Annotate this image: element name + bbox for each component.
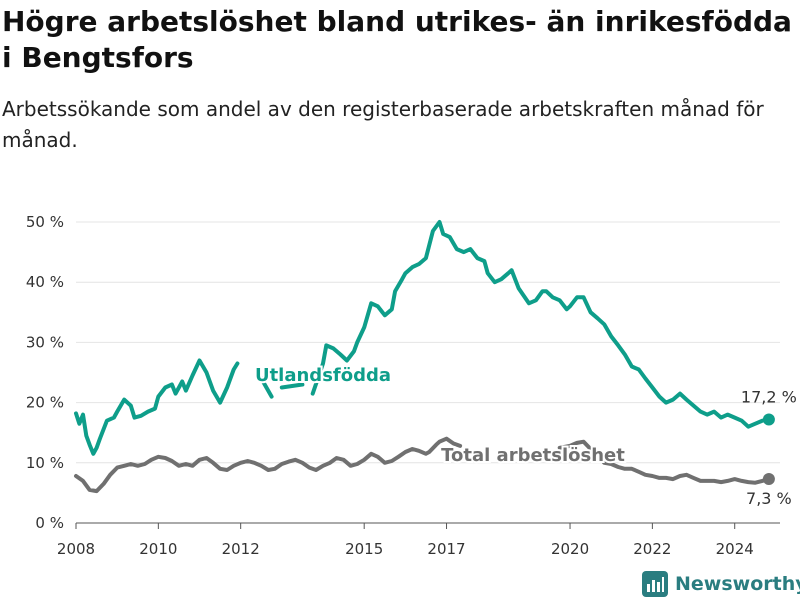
end-point-total-arbetsloshet (762, 473, 775, 486)
end-point-utlandsfodda (762, 413, 775, 426)
x-tick-label: 2008 (57, 540, 95, 558)
series-line-utlandsfodda (74, 220, 771, 456)
x-tick-label: 2022 (633, 540, 671, 558)
y-tick-label: 30 % (26, 333, 64, 351)
x-tick-label: 2015 (345, 540, 383, 558)
series-line-total-arbetsloshet (74, 436, 771, 494)
x-axis: 2008 2010 2012 2015 2017 2020 2022 2024 (57, 523, 754, 558)
x-tick-label: 2010 (139, 540, 177, 558)
y-axis: 0 % 10 % 20 % 30 % 40 % 50 % (26, 213, 64, 532)
y-tick-label: 40 % (26, 273, 64, 291)
newsworthy-logo: Newsworthy (642, 569, 800, 599)
y-tick-label: 0 % (35, 514, 64, 532)
chart-subtitle: Arbetssökande som andel av den registerb… (2, 97, 764, 152)
end-label-total-arbetsloshet: 7,3 % (746, 489, 792, 508)
series-label-utlandsfodda: Utlandsfödda (255, 365, 391, 386)
series-labels: Utlandsfödda Total arbetslöshet 17,2 % 7,3 … (253, 363, 797, 508)
x-tick-label: 2012 (222, 540, 260, 558)
x-tick-label: 2024 (716, 540, 754, 558)
y-tick-label: 50 % (26, 213, 64, 231)
y-tick-label: 20 % (26, 394, 64, 412)
bar-chart-logo-icon (642, 571, 668, 597)
series-lines (74, 220, 775, 494)
series-label-total-arbetsloshet: Total arbetslöshet (441, 445, 625, 466)
y-tick-label: 10 % (26, 454, 64, 472)
x-tick-label: 2017 (427, 540, 465, 558)
x-tick-label: 2020 (551, 540, 589, 558)
chart-title: Högre arbetslöshet bland utrikes- än inr… (2, 5, 792, 74)
newsworthy-wordmark: Newsworthy (675, 573, 800, 595)
end-label-utlandsfodda: 17,2 % (741, 387, 797, 406)
